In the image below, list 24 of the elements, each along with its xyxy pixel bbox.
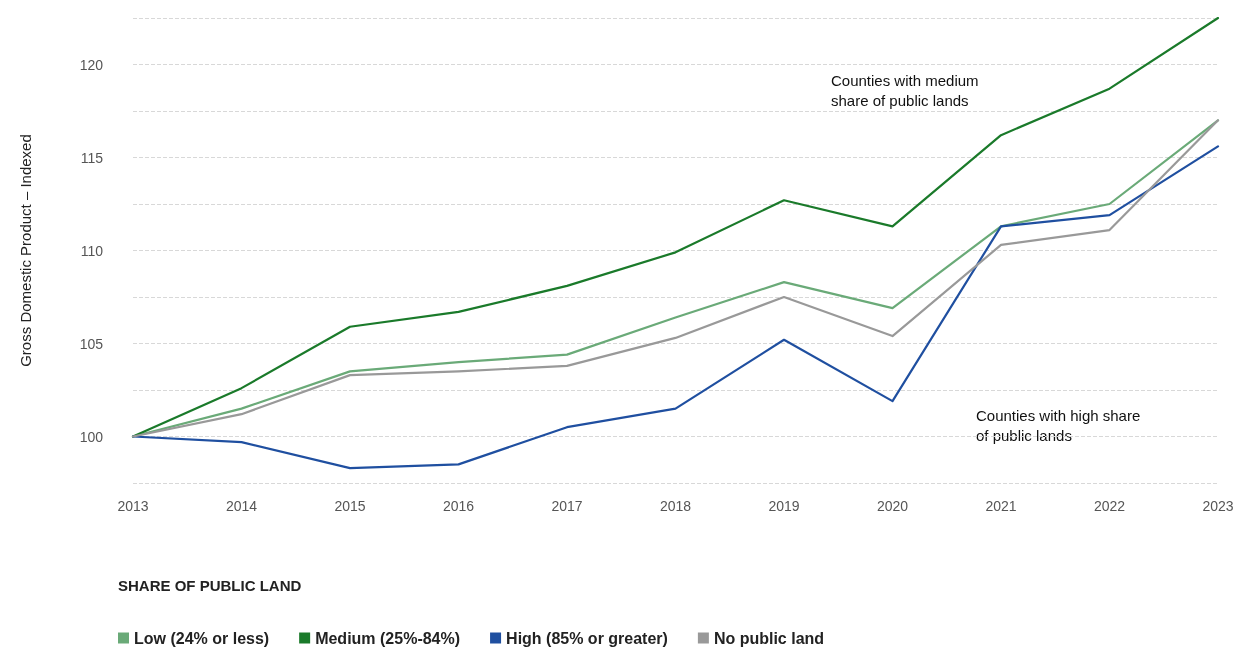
x-tick-label: 2016	[442, 498, 475, 514]
legend-title: SHARE OF PUBLIC LAND	[118, 577, 302, 594]
y-tick-label: 115	[80, 149, 104, 166]
y-tick-label: 110	[80, 242, 104, 259]
y-axis-title: Gross Domestic Product – Indexed	[17, 134, 34, 367]
legend-label: No public land	[713, 629, 825, 647]
x-tick-label: 2021	[985, 498, 1017, 514]
y-tick-label: 100	[79, 428, 104, 445]
x-tick-label: 2023	[1202, 498, 1234, 514]
legend-label: High (85% or greater)	[506, 629, 668, 647]
line-series	[131, 145, 1220, 470]
x-tick-label: 2018	[659, 498, 692, 514]
x-tick-label: 2019	[768, 498, 800, 514]
x-tick-label: 2020	[876, 498, 909, 514]
legend-label: Medium (25%-84%)	[315, 629, 461, 647]
x-tick-label: 2015	[334, 498, 366, 514]
annotation: Counties with medium share of public lands	[831, 71, 979, 109]
legend-label: Low (24% or less)	[134, 629, 270, 647]
x-tick-label: 2022	[1093, 498, 1126, 514]
x-tick-label: 2017	[551, 498, 583, 514]
x-tick-label: 2013	[117, 498, 149, 514]
y-tick-label: 105	[79, 335, 104, 352]
y-tick-label: 120	[79, 56, 104, 73]
x-tick-label: 2014	[225, 498, 258, 514]
